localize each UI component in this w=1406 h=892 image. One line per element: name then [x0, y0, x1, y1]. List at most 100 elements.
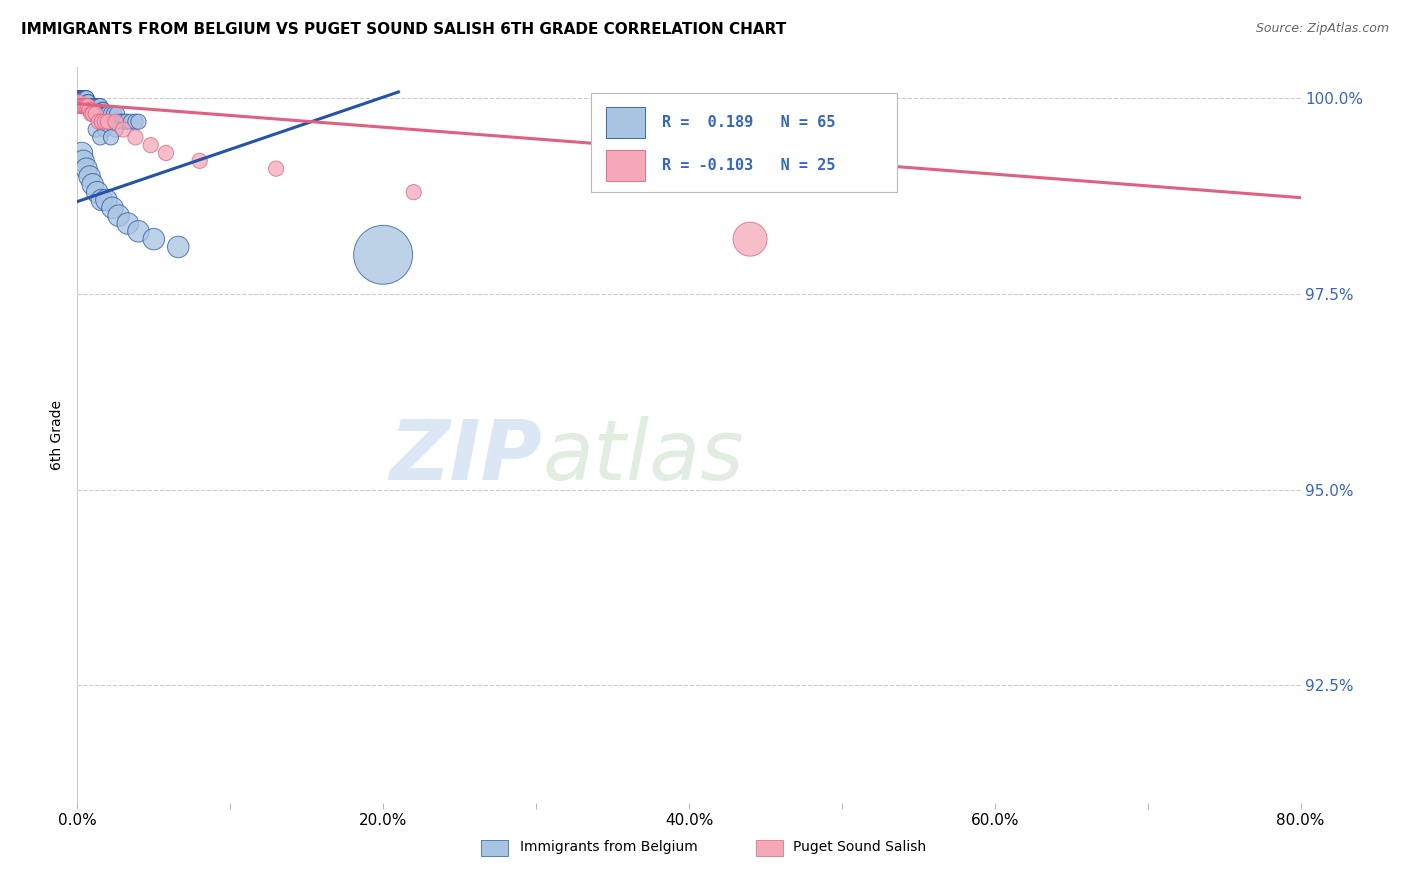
Point [72, 91, 94, 105]
Point [80, 99, 103, 113]
Point [104, 122, 127, 136]
Point [73, 91, 96, 105]
Point [167, 240, 190, 254]
Point [72, 153, 94, 168]
Point [127, 114, 149, 128]
Point [76, 99, 98, 113]
Point [112, 122, 135, 136]
Text: atlas: atlas [543, 417, 744, 498]
Point [79, 99, 101, 113]
Point [67, 91, 90, 105]
Text: Source: ZipAtlas.com: Source: ZipAtlas.com [1256, 22, 1389, 36]
Point [77, 95, 100, 109]
Point [108, 114, 131, 128]
Text: Immigrants from Belgium: Immigrants from Belgium [520, 840, 697, 854]
Point [84, 107, 107, 121]
Point [188, 153, 211, 168]
Point [76, 91, 98, 105]
Point [83, 99, 105, 113]
Point [79, 169, 101, 184]
Point [73, 91, 96, 105]
Point [69, 91, 91, 105]
Point [100, 130, 122, 145]
Point [70, 91, 93, 105]
Point [82, 99, 104, 113]
Point [79, 103, 101, 117]
Point [97, 107, 120, 121]
Point [69, 91, 91, 105]
Point [86, 185, 108, 199]
Point [740, 232, 762, 246]
Point [67, 91, 90, 105]
Point [107, 209, 129, 223]
Point [94, 114, 117, 128]
Bar [606, 107, 645, 138]
Text: Puget Sound Salish: Puget Sound Salish [793, 840, 927, 854]
Point [90, 103, 112, 117]
Point [69, 91, 91, 105]
Point [97, 114, 120, 128]
Point [155, 146, 177, 161]
Point [86, 99, 108, 113]
Point [90, 114, 112, 128]
Point [115, 114, 138, 128]
Point [84, 122, 107, 136]
Point [124, 130, 146, 145]
Point [139, 138, 162, 153]
Point [82, 99, 104, 113]
Point [69, 99, 91, 113]
Text: R =  0.189   N = 65: R = 0.189 N = 65 [662, 115, 835, 130]
Point [72, 91, 94, 105]
Point [120, 114, 142, 128]
Point [73, 91, 96, 105]
Point [70, 99, 93, 113]
Point [84, 99, 107, 113]
Point [142, 232, 165, 246]
Point [402, 185, 425, 199]
Text: R = -0.103   N = 25: R = -0.103 N = 25 [662, 158, 835, 173]
Point [84, 99, 107, 113]
Point [70, 146, 93, 161]
Bar [756, 839, 783, 855]
Point [127, 224, 149, 238]
Point [100, 107, 122, 121]
Bar [481, 839, 508, 855]
Point [89, 130, 111, 145]
Point [73, 99, 96, 113]
Point [76, 91, 98, 105]
Point [96, 193, 118, 207]
Point [70, 91, 93, 105]
Point [94, 107, 117, 121]
Point [72, 99, 94, 113]
Point [371, 248, 394, 262]
Point [103, 107, 125, 121]
Bar [606, 150, 645, 181]
Point [80, 107, 103, 121]
Point [69, 99, 91, 113]
Point [104, 114, 127, 128]
Point [91, 103, 114, 117]
Point [77, 95, 100, 109]
Text: IMMIGRANTS FROM BELGIUM VS PUGET SOUND SALISH 6TH GRADE CORRELATION CHART: IMMIGRANTS FROM BELGIUM VS PUGET SOUND S… [21, 22, 786, 37]
Point [72, 91, 94, 105]
Point [124, 114, 146, 128]
Point [82, 107, 104, 121]
Point [77, 99, 100, 113]
Point [79, 99, 101, 113]
Point [89, 99, 111, 113]
Point [87, 99, 110, 113]
Point [264, 161, 287, 176]
FancyBboxPatch shape [591, 93, 897, 192]
Point [70, 91, 93, 105]
Point [80, 99, 103, 113]
Point [96, 107, 118, 121]
Point [76, 161, 98, 176]
Point [101, 201, 124, 215]
Point [77, 99, 100, 113]
Y-axis label: 6th Grade: 6th Grade [51, 400, 65, 470]
Point [90, 193, 112, 207]
Point [105, 107, 128, 121]
Point [82, 178, 104, 192]
Point [112, 114, 135, 128]
Point [67, 95, 90, 109]
